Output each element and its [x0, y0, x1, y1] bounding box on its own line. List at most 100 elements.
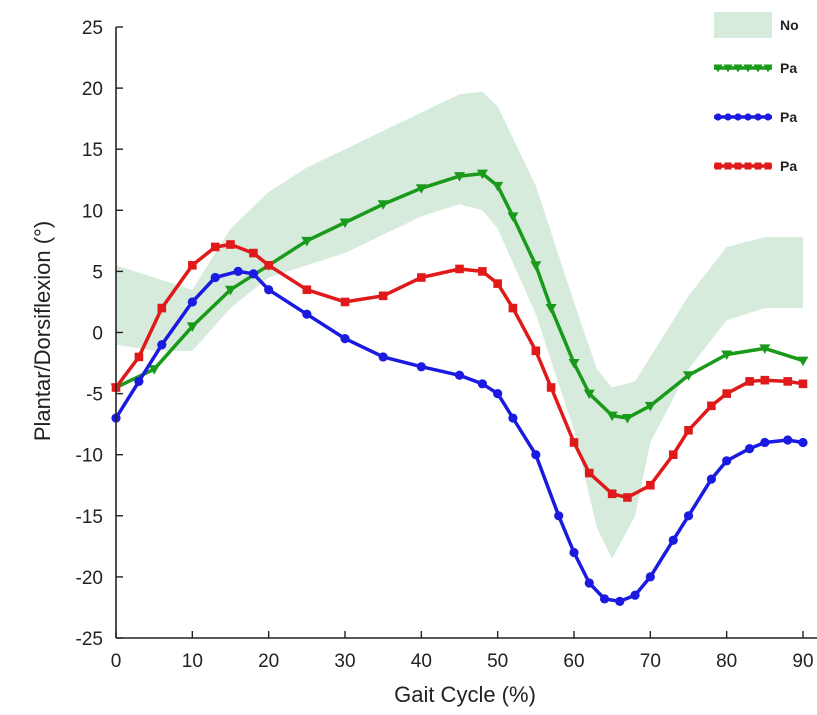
square-marker [417, 273, 426, 282]
legend-square-marker [764, 162, 772, 170]
legend-circle-marker [724, 113, 732, 121]
legend-square-marker [724, 162, 732, 170]
circle-marker [416, 362, 426, 372]
circle-marker [157, 340, 167, 350]
legend-triangle-marker [763, 64, 773, 73]
triangle-marker [476, 169, 488, 180]
circle-marker [210, 272, 220, 283]
y-tick-label: -5 [86, 385, 103, 406]
square-marker [798, 379, 808, 389]
legend-square-marker [754, 162, 762, 170]
x-tick-label: 50 [487, 651, 508, 672]
circle-marker [378, 352, 388, 362]
square-marker [226, 240, 235, 249]
legend-label: Pa [780, 158, 797, 174]
legend-square-marker [744, 162, 752, 170]
triangle-marker [621, 414, 633, 424]
circle-marker [340, 334, 350, 344]
legend-square-marker [714, 162, 722, 170]
x-tick-label: 20 [258, 651, 279, 672]
circle-marker [264, 285, 274, 295]
square-marker [302, 285, 312, 295]
series-2 [111, 266, 808, 606]
x-tick-label: 30 [334, 651, 355, 672]
x-tick-label: 90 [792, 651, 813, 672]
triangle-marker [797, 356, 809, 367]
triangle-marker [186, 322, 198, 332]
y-tick-label: 15 [82, 140, 103, 161]
legend-band-swatch [714, 12, 772, 38]
triangle-marker [225, 285, 236, 296]
legend-circle-marker [754, 113, 762, 121]
triangle-marker [568, 359, 580, 369]
square-marker [569, 438, 579, 447]
circle-marker [477, 379, 487, 389]
triangle-marker [454, 172, 465, 182]
series-3 [111, 240, 808, 502]
x-tick-label: 60 [563, 651, 584, 672]
y-tick-label: 0 [92, 324, 103, 345]
square-marker [783, 377, 793, 386]
legend-label: No [780, 17, 799, 33]
triangle-marker [683, 371, 694, 381]
y-tick-label: 20 [82, 79, 103, 100]
square-marker [210, 242, 220, 252]
y-tick-label: -25 [76, 629, 103, 650]
legend-circle-marker [734, 113, 742, 121]
triangle-marker [583, 389, 595, 400]
series-1-line [115, 171, 804, 420]
circle-marker [233, 266, 243, 276]
square-marker [722, 389, 731, 398]
circle-marker [248, 269, 258, 279]
triangle-marker [644, 401, 656, 412]
circle-marker [302, 309, 312, 319]
circle-marker [134, 376, 144, 386]
series-layer [110, 169, 809, 606]
y-tick-label: -15 [76, 507, 103, 528]
circle-marker [668, 535, 678, 545]
x-tick-label: 70 [640, 651, 661, 672]
triangle-marker [148, 365, 160, 375]
circle-marker [683, 511, 694, 521]
square-marker [584, 468, 594, 478]
square-marker [134, 352, 144, 362]
circle-marker [783, 435, 793, 445]
circle-marker [722, 456, 732, 466]
y-tick-label: 5 [92, 262, 103, 283]
legend-square-marker [734, 162, 742, 170]
triangle-marker [530, 261, 542, 271]
square-marker [264, 260, 273, 270]
circle-marker [630, 590, 640, 600]
square-marker [188, 260, 197, 270]
x-tick-label: 10 [182, 651, 203, 672]
square-marker [707, 401, 716, 411]
circle-marker [187, 297, 197, 307]
triangle-marker [339, 218, 351, 229]
x-axis-label: Gait Cycle (%) [394, 682, 536, 707]
legend-entry-3: Pa [714, 158, 797, 174]
square-marker [531, 346, 541, 356]
y-axis-label: Plantar/Dorsiflexion (°) [30, 221, 55, 441]
triangle-marker [507, 212, 519, 222]
normal-range-band-layer [116, 91, 803, 559]
circle-marker [798, 437, 808, 448]
circle-marker [554, 511, 564, 521]
circle-marker [454, 370, 465, 380]
legend-triangle-marker [733, 64, 743, 73]
triangle-marker [492, 181, 504, 192]
circle-marker [706, 474, 717, 484]
square-marker [157, 303, 167, 313]
triangle-marker [721, 350, 733, 360]
y-tick-label: -20 [76, 568, 103, 589]
normal-range-band [116, 91, 803, 559]
legend-triangle-marker [713, 64, 723, 73]
circle-marker [493, 389, 503, 399]
circle-marker [599, 594, 610, 604]
legend-entry-1: Pa [713, 60, 797, 76]
y-tick-label: 25 [82, 18, 103, 39]
circle-marker [615, 596, 625, 606]
legend: No Pa Pa Pa [713, 12, 799, 174]
x-tick-label: 40 [411, 651, 432, 672]
circle-marker [569, 547, 579, 558]
